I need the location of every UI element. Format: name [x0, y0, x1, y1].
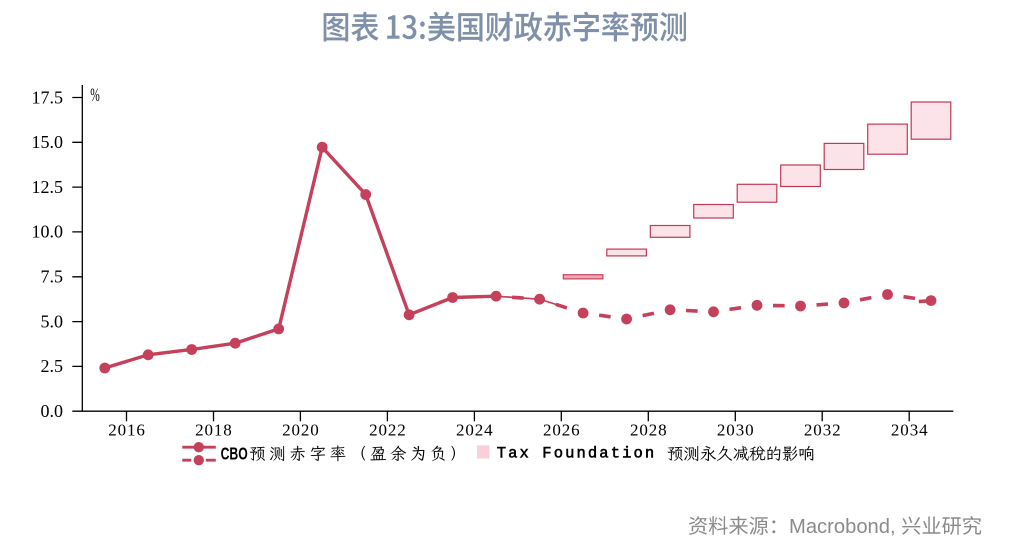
svg-text:2030: 2030 — [717, 421, 755, 440]
svg-text:5.0: 5.0 — [41, 311, 64, 331]
svg-text:2032: 2032 — [804, 421, 842, 440]
svg-text:2018: 2018 — [195, 421, 233, 440]
svg-text:2016: 2016 — [108, 421, 146, 440]
svg-text:2022: 2022 — [369, 421, 407, 440]
svg-text:15.0: 15.0 — [32, 132, 64, 152]
svg-text:Macrobond,: Macrobond, — [789, 516, 896, 538]
svg-text:%: % — [90, 85, 100, 105]
svg-text:17.5: 17.5 — [32, 87, 64, 107]
svg-text:12.5: 12.5 — [32, 177, 64, 197]
svg-text:Tax Foundation: Tax Foundation — [497, 445, 657, 463]
svg-text:2020: 2020 — [282, 421, 320, 440]
svg-text:2028: 2028 — [630, 421, 668, 440]
svg-text:2026: 2026 — [543, 421, 581, 440]
svg-text:2024: 2024 — [456, 421, 494, 440]
svg-text:2.5: 2.5 — [41, 356, 64, 376]
svg-text:0.0: 0.0 — [41, 401, 64, 421]
svg-text:2034: 2034 — [891, 421, 929, 440]
svg-text:CBO: CBO — [221, 444, 248, 464]
svg-text:10.0: 10.0 — [32, 222, 64, 242]
svg-text:7.5: 7.5 — [41, 267, 64, 287]
